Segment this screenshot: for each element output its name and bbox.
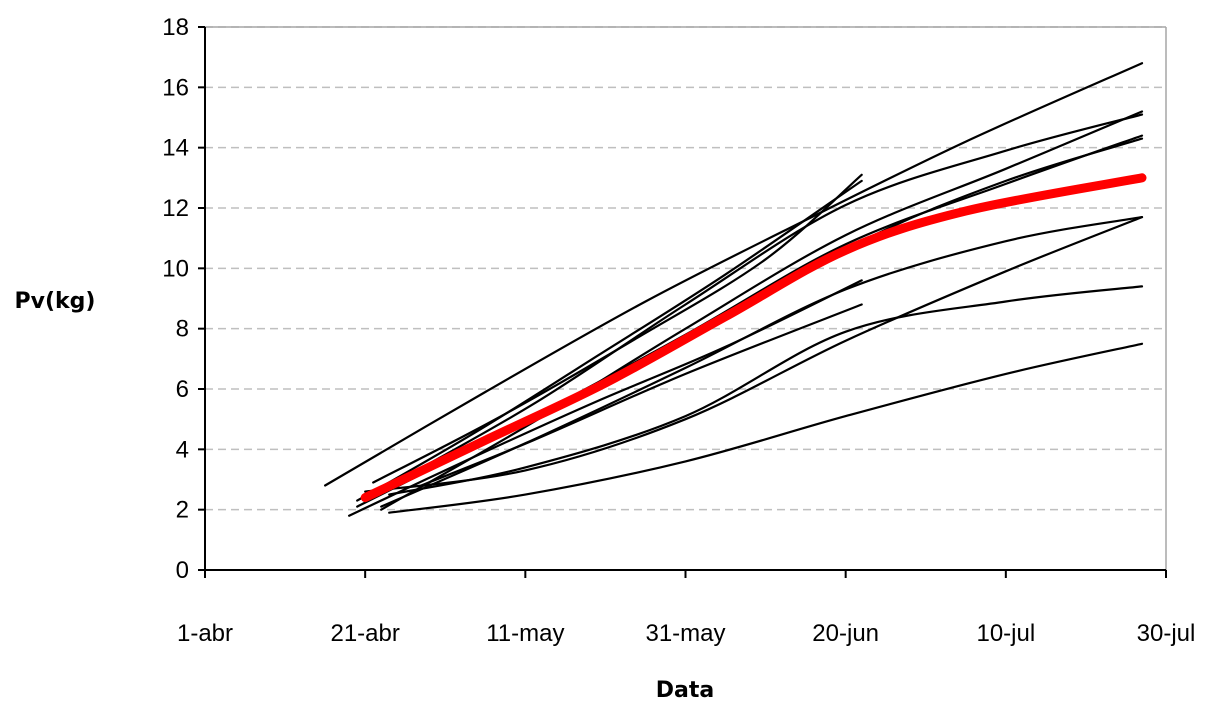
series-group: [324, 62, 1147, 517]
series-line-5: [380, 110, 1144, 511]
y-tick-label: 4: [176, 436, 189, 463]
axes: [198, 26, 1167, 578]
series-line-3: [372, 173, 863, 484]
series-line-10: [388, 285, 1144, 496]
x-tick-label: 11-may: [486, 620, 564, 647]
y-axis-title: Pv(kg): [15, 289, 96, 314]
y-tick-label: 0: [176, 557, 189, 584]
y-tick-label: 2: [176, 497, 189, 524]
series-line-2: [356, 179, 863, 502]
x-tick-label: 30-jul: [1137, 620, 1196, 647]
series-line-12: [364, 216, 1144, 493]
y-tick-label: 16: [162, 74, 189, 101]
series-line-13: [388, 342, 1144, 514]
y-tick-label: 10: [162, 255, 189, 282]
x-tick-label: 31-may: [645, 620, 725, 647]
x-axis-title: Data: [656, 678, 714, 703]
x-tick-label: 21-abr: [330, 620, 399, 647]
x-tick-label: 10-jul: [976, 620, 1035, 647]
series-line-11: [420, 303, 863, 487]
y-tick-label: 14: [162, 135, 189, 162]
tick-labels: 0 2 4 6 8 10 12 14 16 18 1-abr 21-abr 11-may 31-may 20…: [162, 14, 1195, 647]
y-tick-label: 6: [176, 376, 189, 403]
series-line-4: [372, 113, 1144, 496]
y-tick-label: 12: [162, 195, 189, 222]
y-tick-label: 18: [162, 14, 189, 41]
x-tick-label: 1-abr: [177, 620, 233, 647]
y-tick-label: 8: [176, 316, 189, 343]
mean-series-line: [360, 173, 1147, 503]
series-line-1: [324, 62, 1144, 487]
x-tick-label: 20-jun: [812, 620, 879, 647]
